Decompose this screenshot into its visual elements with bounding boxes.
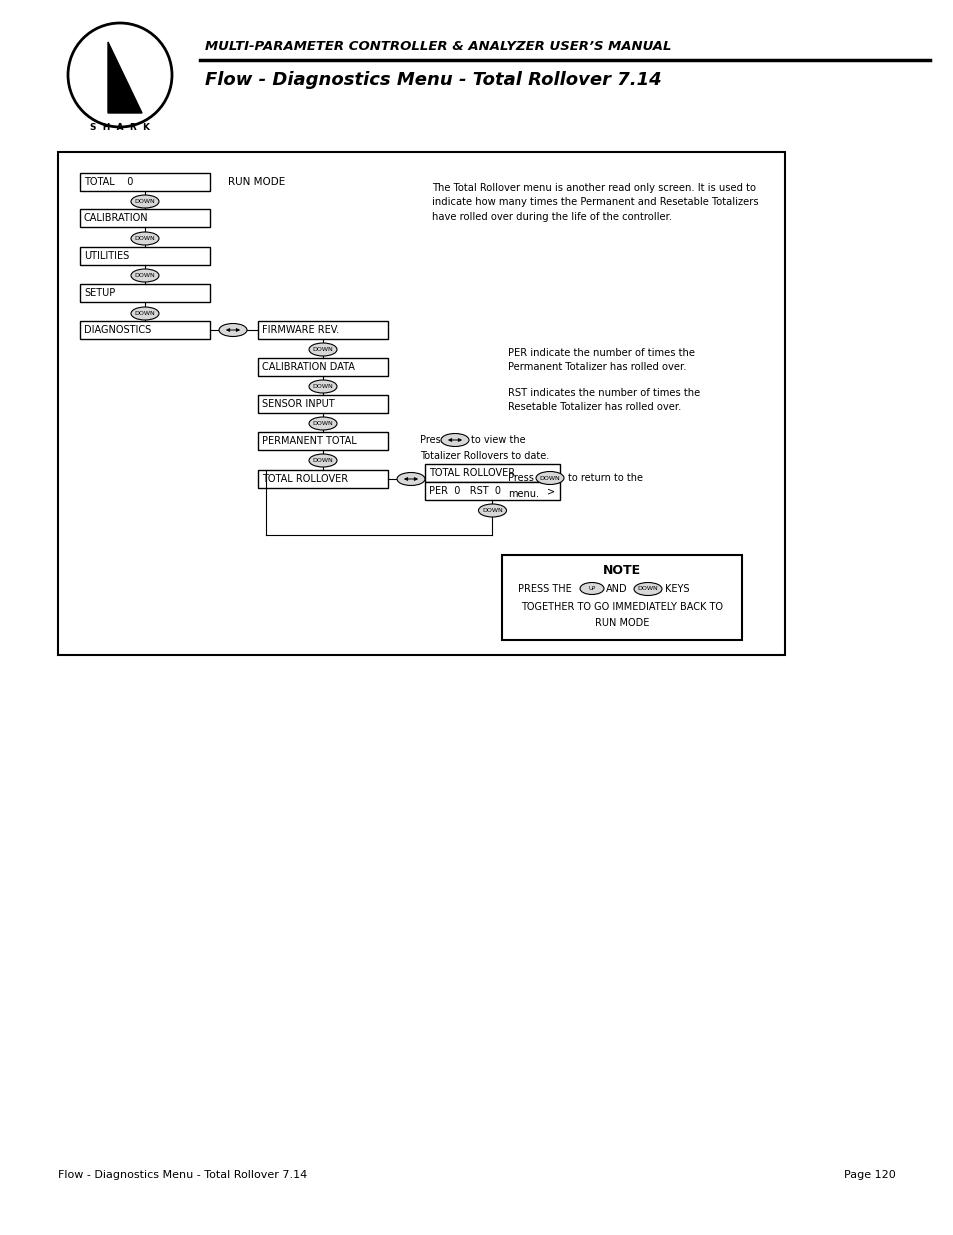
Bar xyxy=(257,432,388,450)
Bar xyxy=(257,321,388,338)
Text: The Total Rollover menu is another read only screen. It is used to
indicate how : The Total Rollover menu is another read … xyxy=(432,183,758,222)
Text: PERMANENT TOTAL: PERMANENT TOTAL xyxy=(262,436,356,446)
Text: TOGETHER TO GO IMMEDIATELY BACK TO: TOGETHER TO GO IMMEDIATELY BACK TO xyxy=(520,601,722,613)
Ellipse shape xyxy=(131,195,159,207)
Text: PRESS THE: PRESS THE xyxy=(517,584,571,594)
Text: RST indicates the number of times the
Resetable Totalizer has rolled over.: RST indicates the number of times the Re… xyxy=(507,388,700,412)
Text: DOWN: DOWN xyxy=(313,458,333,463)
Text: DOWN: DOWN xyxy=(134,273,155,278)
Ellipse shape xyxy=(536,472,563,484)
Ellipse shape xyxy=(219,324,247,336)
Text: CALIBRATION DATA: CALIBRATION DATA xyxy=(262,362,355,372)
Text: DOWN: DOWN xyxy=(637,587,658,592)
Bar xyxy=(257,395,388,412)
Bar xyxy=(80,247,210,266)
Bar xyxy=(58,152,784,655)
Bar xyxy=(257,471,388,488)
Text: to return to the: to return to the xyxy=(567,473,642,483)
Text: Flow - Diagnostics Menu - Total Rollover 7.14: Flow - Diagnostics Menu - Total Rollover… xyxy=(58,1170,307,1179)
Text: CALIBRATION: CALIBRATION xyxy=(84,212,149,224)
Text: MULTI-PARAMETER CONTROLLER & ANALYZER USER’S MANUAL: MULTI-PARAMETER CONTROLLER & ANALYZER US… xyxy=(205,41,671,53)
Bar xyxy=(80,209,210,227)
Ellipse shape xyxy=(131,308,159,320)
Text: S  H  A  R  K: S H A R K xyxy=(90,124,150,132)
Text: FIRMWARE REV.: FIRMWARE REV. xyxy=(262,325,338,335)
Text: DOWN: DOWN xyxy=(134,199,155,204)
Text: SETUP: SETUP xyxy=(84,288,115,298)
Text: Press: Press xyxy=(507,473,534,483)
Bar xyxy=(80,284,210,303)
Text: PER  0   RST  0: PER 0 RST 0 xyxy=(429,487,500,496)
Text: TOTAL ROLLOVER: TOTAL ROLLOVER xyxy=(262,474,348,484)
Text: NOTE: NOTE xyxy=(602,564,640,578)
Text: SENSOR INPUT: SENSOR INPUT xyxy=(262,399,335,409)
Ellipse shape xyxy=(309,343,336,356)
Text: to view the: to view the xyxy=(471,435,525,445)
Text: DOWN: DOWN xyxy=(481,508,502,513)
Text: PER indicate the number of times the
Permanent Totalizer has rolled over.: PER indicate the number of times the Per… xyxy=(507,348,695,373)
Text: DOWN: DOWN xyxy=(313,421,333,426)
Ellipse shape xyxy=(309,417,336,430)
Text: KEYS: KEYS xyxy=(664,584,689,594)
Ellipse shape xyxy=(309,380,336,393)
Text: menu.: menu. xyxy=(507,489,538,499)
Ellipse shape xyxy=(396,473,424,485)
Bar xyxy=(80,173,210,191)
Text: RUN MODE: RUN MODE xyxy=(228,177,285,186)
Text: Totalizer Rollovers to date.: Totalizer Rollovers to date. xyxy=(419,451,549,461)
Ellipse shape xyxy=(634,583,661,595)
Ellipse shape xyxy=(440,433,469,447)
Ellipse shape xyxy=(131,269,159,282)
Ellipse shape xyxy=(131,232,159,245)
Ellipse shape xyxy=(309,454,336,467)
Text: DOWN: DOWN xyxy=(134,311,155,316)
Polygon shape xyxy=(108,42,142,112)
Bar xyxy=(257,358,388,375)
Text: Page 120: Page 120 xyxy=(843,1170,895,1179)
Ellipse shape xyxy=(478,504,506,517)
Text: DIAGNOSTICS: DIAGNOSTICS xyxy=(84,325,152,335)
Text: DOWN: DOWN xyxy=(134,236,155,241)
Text: Press: Press xyxy=(419,435,445,445)
Text: DOWN: DOWN xyxy=(313,384,333,389)
Text: Flow - Diagnostics Menu - Total Rollover 7.14: Flow - Diagnostics Menu - Total Rollover… xyxy=(205,70,661,89)
Text: TOTAL    0: TOTAL 0 xyxy=(84,177,133,186)
Text: UTILITIES: UTILITIES xyxy=(84,251,129,261)
Bar xyxy=(424,482,559,500)
Ellipse shape xyxy=(579,583,603,594)
Text: AND: AND xyxy=(605,584,627,594)
Bar xyxy=(424,464,559,482)
Bar xyxy=(501,555,741,640)
Text: RUN MODE: RUN MODE xyxy=(594,618,648,629)
Text: UP: UP xyxy=(588,585,595,592)
Bar xyxy=(80,321,210,338)
Text: TOTAL ROLLOVER: TOTAL ROLLOVER xyxy=(429,468,515,478)
Text: DOWN: DOWN xyxy=(539,475,559,480)
Text: DOWN: DOWN xyxy=(313,347,333,352)
Text: >: > xyxy=(546,487,555,496)
